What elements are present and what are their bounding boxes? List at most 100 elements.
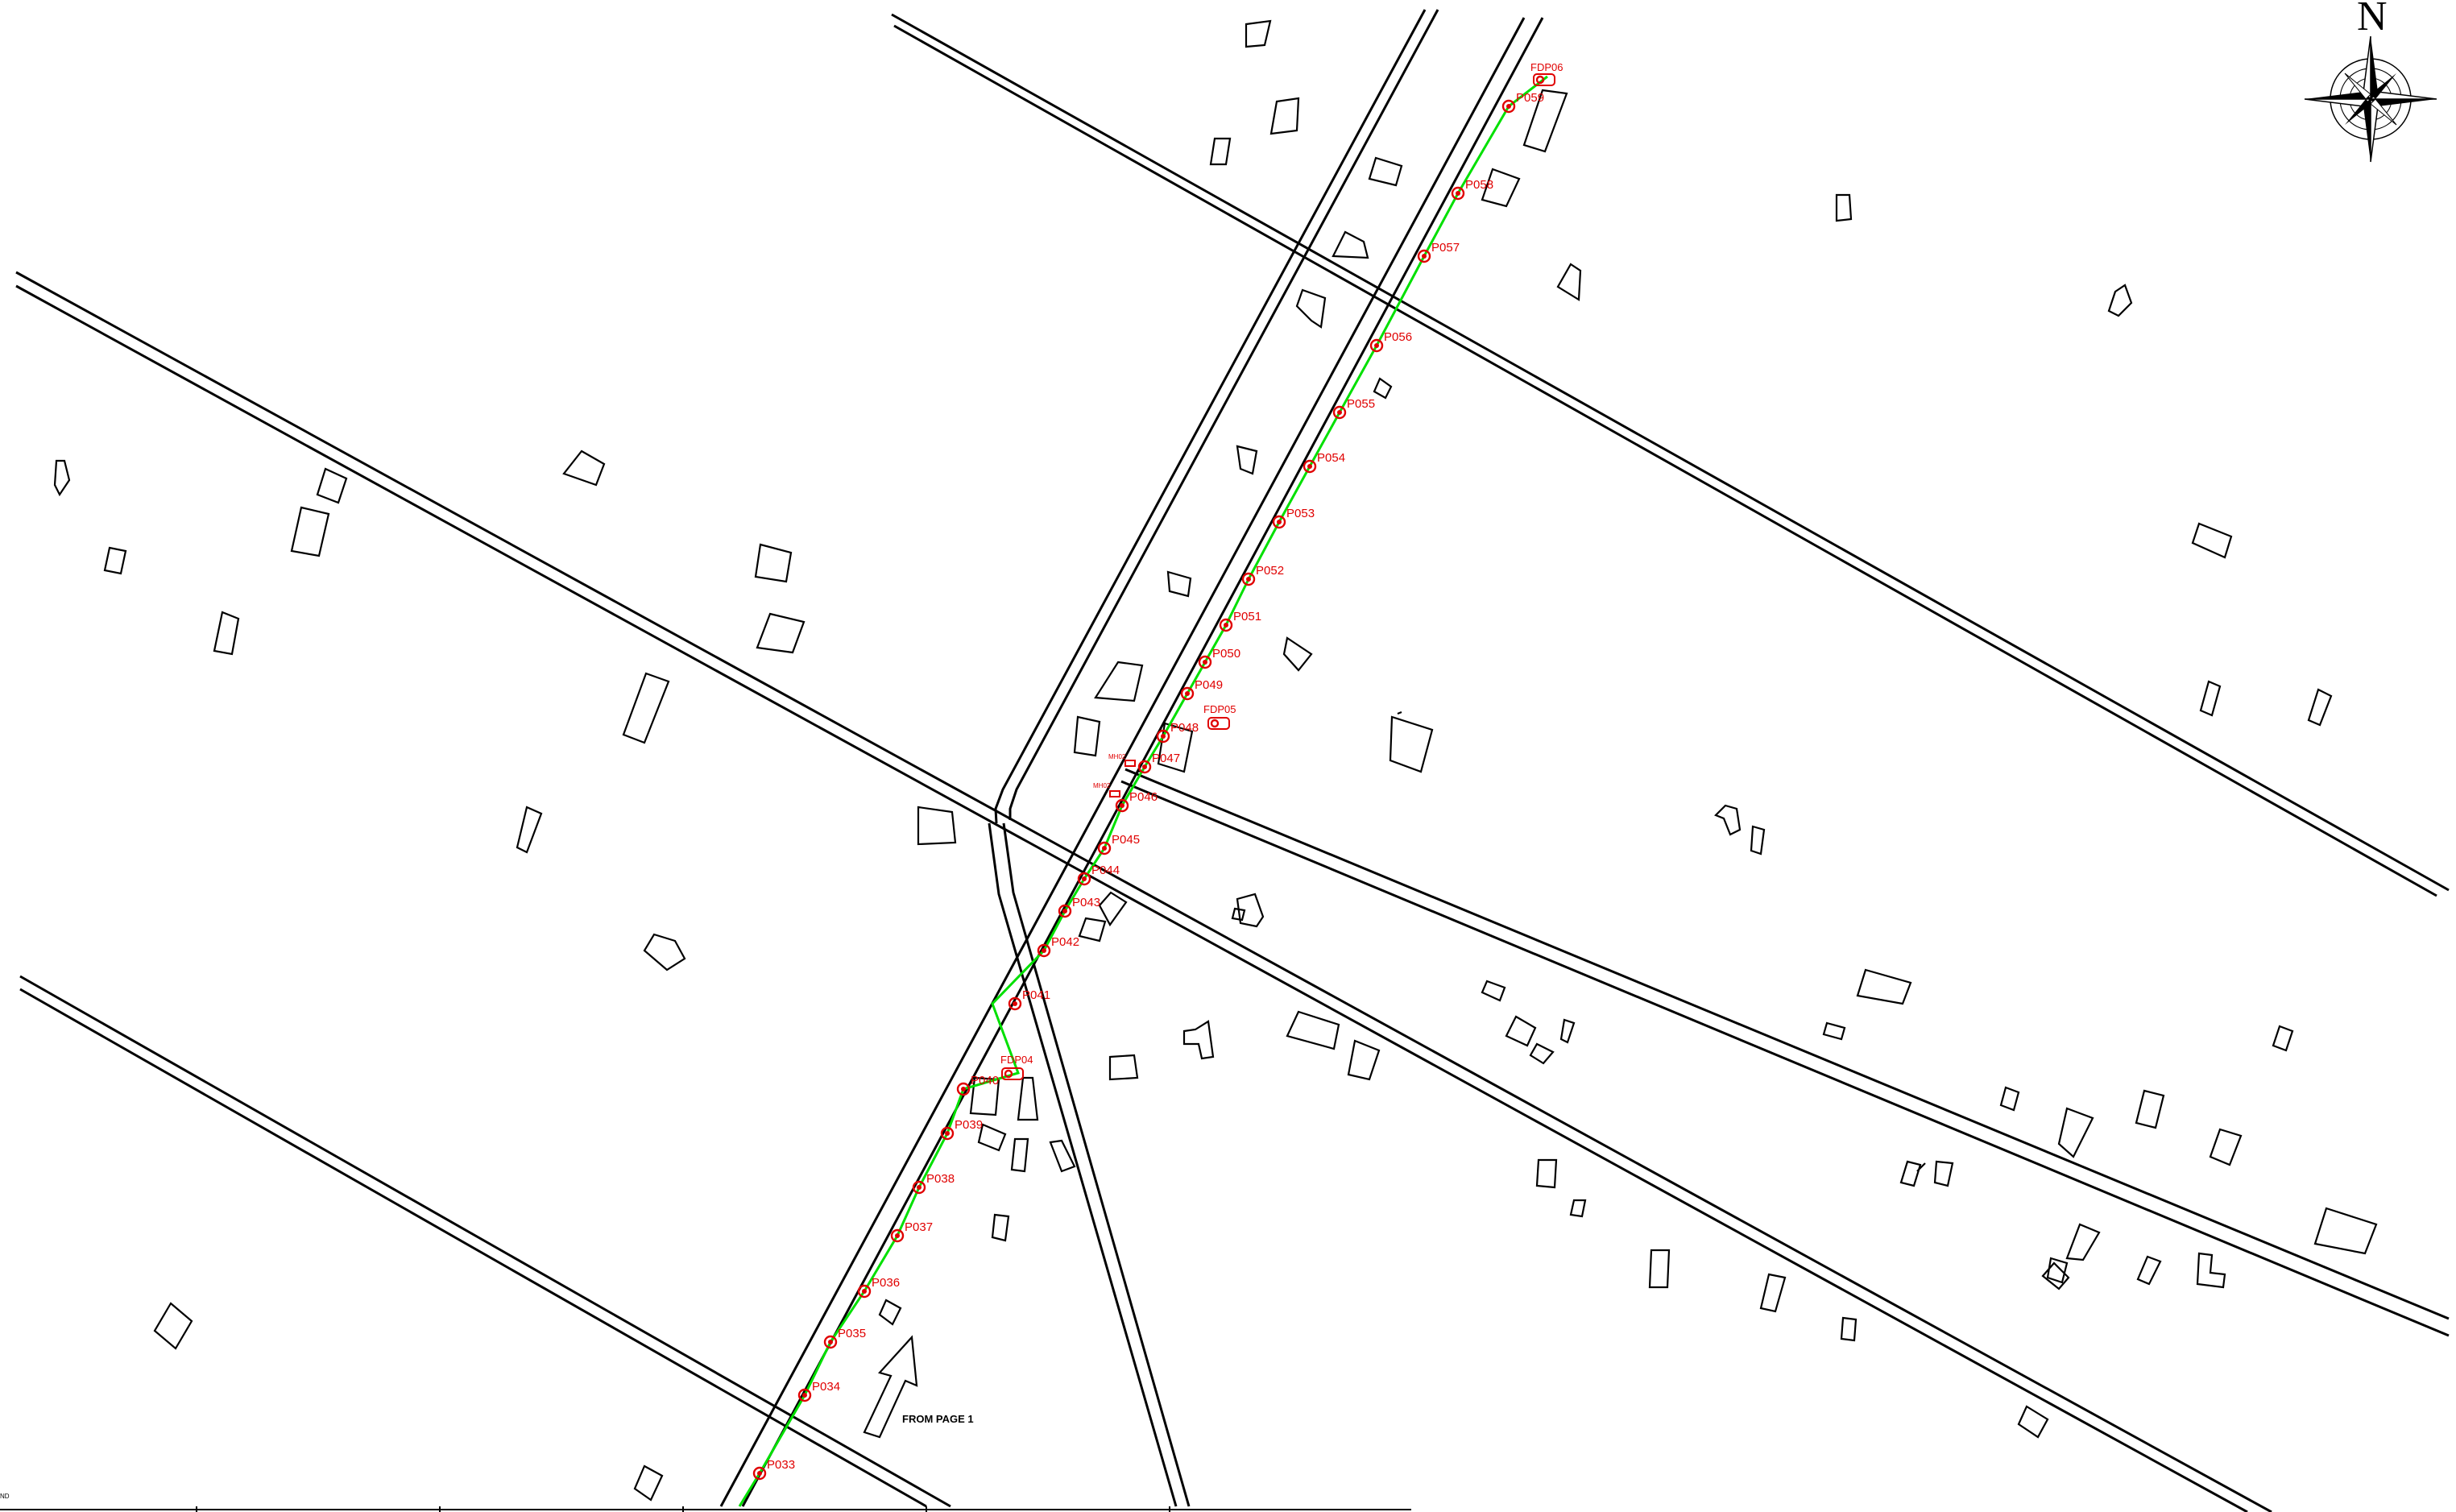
building xyxy=(2135,1089,2165,1129)
pole-p038[interactable]: P038 xyxy=(912,1172,955,1195)
pole-icon xyxy=(1198,655,1212,669)
road-west-long-diagonal xyxy=(15,271,2272,1512)
pole-p049[interactable]: P049 xyxy=(1180,678,1223,701)
fdp-label: FDP04 xyxy=(1000,1054,1033,1066)
pole-icon xyxy=(1115,798,1129,813)
pole-p047[interactable]: P047 xyxy=(1137,752,1180,774)
from-page-arrow: FROM PAGE 1 xyxy=(863,1335,974,1439)
road-top-diagonal xyxy=(891,13,2450,897)
fdp-box-fdp05[interactable]: FDP05 xyxy=(1203,703,1236,730)
building xyxy=(2272,1025,2294,1052)
fdp-box-fdp06[interactable]: FDP06 xyxy=(1530,61,1563,86)
pole-p035[interactable]: P035 xyxy=(823,1327,866,1349)
pole-p054[interactable]: P054 xyxy=(1303,451,1345,474)
pole-label: P039 xyxy=(955,1118,983,1132)
building xyxy=(1759,1273,1787,1313)
building xyxy=(1236,445,1258,475)
pole-p051[interactable]: P051 xyxy=(1219,610,1261,632)
pole-icon xyxy=(1451,186,1465,201)
building xyxy=(878,1299,902,1326)
pole-icon xyxy=(823,1335,838,1349)
pole-center-icon xyxy=(1203,660,1207,665)
pole-label: P059 xyxy=(1516,91,1544,105)
pole-p045[interactable]: P045 xyxy=(1097,833,1140,855)
pole-center-icon xyxy=(1224,623,1228,628)
pole-label: P038 xyxy=(926,1172,955,1186)
pole-p042[interactable]: P042 xyxy=(1037,935,1079,958)
building xyxy=(1397,710,1402,715)
pole-icon xyxy=(1501,99,1516,114)
fiber-route-line xyxy=(738,75,1548,1507)
pole-p058[interactable]: P058 xyxy=(1451,178,1493,201)
building xyxy=(1648,1249,1671,1289)
pole-p046[interactable]: P046 xyxy=(1115,790,1158,813)
pole-label: P033 xyxy=(767,1458,795,1472)
building xyxy=(1098,891,1128,927)
fdp-label: FDP06 xyxy=(1530,61,1563,73)
pole-p036[interactable]: P036 xyxy=(857,1276,900,1299)
pole-icon xyxy=(1097,841,1112,855)
pole-p044[interactable]: P044 xyxy=(1077,864,1120,886)
pole-p033[interactable]: P033 xyxy=(752,1458,795,1481)
manhole-markers: MH02 MH02 xyxy=(1093,753,1136,797)
pole-center-icon xyxy=(1506,104,1511,109)
pole-label: P050 xyxy=(1212,647,1240,661)
pole-p053[interactable]: P053 xyxy=(1272,507,1315,529)
pole-label: P044 xyxy=(1091,864,1120,877)
pole-p050[interactable]: P050 xyxy=(1198,647,1240,669)
pole-center-icon xyxy=(802,1393,807,1398)
pole-p034[interactable]: P034 xyxy=(797,1380,840,1402)
pole-center-icon xyxy=(917,1185,922,1190)
pole-icon xyxy=(1137,760,1152,774)
pole-p059[interactable]: P059 xyxy=(1501,91,1544,114)
pole-p039[interactable]: P039 xyxy=(940,1118,983,1141)
building xyxy=(562,449,606,487)
pole-p055[interactable]: P055 xyxy=(1332,397,1375,420)
building xyxy=(2046,1257,2069,1284)
pole-p048[interactable]: P048 xyxy=(1156,721,1199,744)
building xyxy=(2017,1405,2049,1439)
building xyxy=(1166,570,1192,598)
building xyxy=(1999,1086,2020,1112)
building xyxy=(1332,230,1369,259)
manhole-mh-a[interactable]: MH02 xyxy=(1108,753,1136,767)
pole-label: P045 xyxy=(1112,833,1140,847)
building xyxy=(1389,715,1434,773)
pole-label: P040 xyxy=(971,1074,999,1087)
pole-p037[interactable]: P037 xyxy=(890,1220,933,1243)
building xyxy=(756,612,806,654)
pole-p052[interactable]: P052 xyxy=(1241,564,1284,586)
building xyxy=(290,506,330,557)
pole-p056[interactable]: P056 xyxy=(1369,330,1412,353)
pole-center-icon xyxy=(828,1340,833,1344)
building xyxy=(1017,1076,1039,1121)
pole-p040[interactable]: P040 xyxy=(956,1074,999,1096)
manhole-mh-b[interactable]: MH02 xyxy=(1093,782,1120,797)
pole-icon xyxy=(1332,405,1347,420)
pole-center-icon xyxy=(1456,191,1460,196)
building xyxy=(2209,1128,2243,1166)
pole-center-icon xyxy=(1277,520,1282,524)
building xyxy=(2057,1107,2094,1158)
pole-icon xyxy=(797,1388,812,1402)
manhole-label: MH02 xyxy=(1108,753,1126,760)
pole-label: P052 xyxy=(1256,564,1284,578)
pole-p057[interactable]: P057 xyxy=(1417,241,1460,263)
building xyxy=(2199,680,2222,717)
pole-p041[interactable]: P041 xyxy=(1008,988,1050,1011)
from-page-note[interactable]: FROM PAGE 1 xyxy=(902,1413,974,1425)
pole-center-icon xyxy=(1062,909,1067,913)
building xyxy=(2136,1255,2162,1286)
pole-label: P054 xyxy=(1317,451,1345,465)
road-ne-secondary xyxy=(994,9,1439,824)
fdp-box-fdp04[interactable]: FDP04 xyxy=(1000,1054,1033,1080)
pole-label: P056 xyxy=(1384,330,1412,344)
roads xyxy=(15,9,2450,1512)
building xyxy=(1835,193,1853,222)
building xyxy=(622,672,670,744)
pole-label: P048 xyxy=(1170,721,1199,735)
pole-p043[interactable]: P043 xyxy=(1058,896,1100,918)
pole-label: P043 xyxy=(1072,896,1100,909)
building xyxy=(2313,1207,2378,1255)
